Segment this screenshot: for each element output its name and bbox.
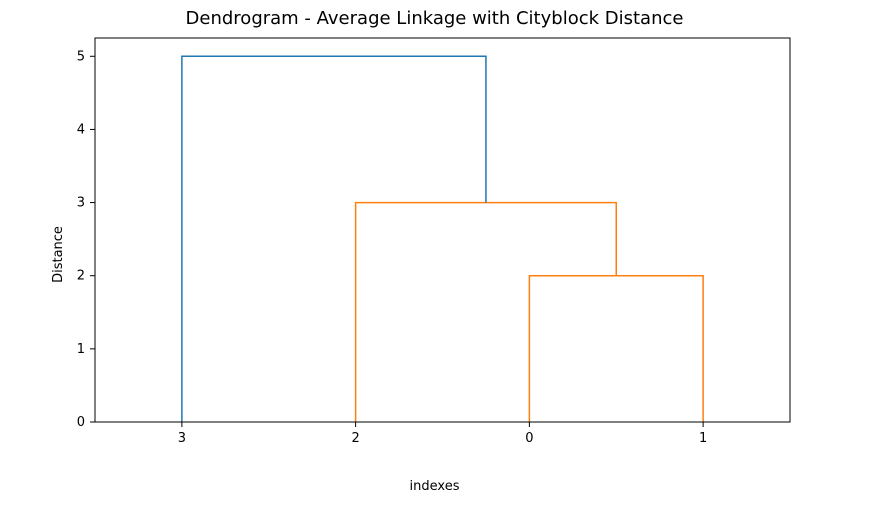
y-tick-label: 0 <box>77 415 85 430</box>
y-ticks: 0 1 2 3 4 5 <box>77 49 95 430</box>
x-tick-label: 1 <box>699 431 707 446</box>
y-tick-label: 2 <box>77 269 85 284</box>
dendrogram-figure: Dendrogram - Average Linkage with Citybl… <box>0 0 869 508</box>
x-tick-label: 3 <box>178 431 186 446</box>
x-tick-label: 0 <box>525 431 533 446</box>
plot-svg: 3 2 0 1 0 1 2 3 4 5 <box>0 0 869 508</box>
x-tick-label: 2 <box>351 431 359 446</box>
y-tick-label: 1 <box>77 342 85 357</box>
plot-background <box>95 38 790 422</box>
y-tick-label: 3 <box>77 196 85 211</box>
x-ticks: 3 2 0 1 <box>178 422 708 446</box>
y-tick-label: 4 <box>77 122 85 137</box>
y-tick-label: 5 <box>77 49 85 64</box>
